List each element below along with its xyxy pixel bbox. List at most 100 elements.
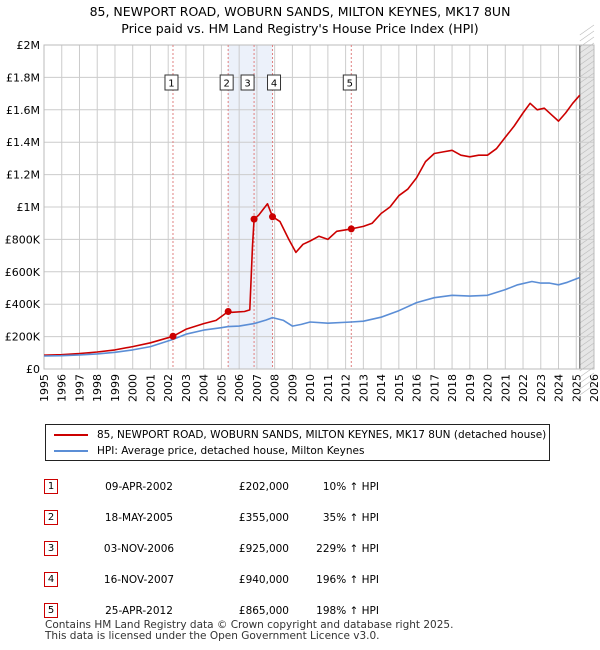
y-tick-label: £1.2M bbox=[6, 169, 40, 182]
sale-label-text: 2 bbox=[223, 79, 229, 90]
price-chart: 1 2 3 4 5 £0 £200K £400K £600K £800K £1M £1.2M £1.4… bbox=[5, 24, 600, 402]
sale-hpi-cell: 198% ↑ HPI bbox=[316, 604, 379, 617]
forecast-hatch bbox=[579, 228, 595, 240]
sale-label-box bbox=[219, 74, 234, 91]
x-tick-label: 2020 bbox=[482, 374, 495, 402]
sale-point bbox=[347, 225, 355, 233]
sale-number-badge: 5 bbox=[44, 603, 58, 618]
forecast-hatch bbox=[579, 54, 595, 66]
forecast-hatch bbox=[579, 240, 595, 252]
forecast-hatch bbox=[579, 300, 595, 312]
forecast-hatch bbox=[579, 384, 595, 396]
sale-number-badge: 2 bbox=[44, 510, 58, 525]
y-tick-label: £200K bbox=[5, 331, 41, 344]
table-row: 4 16-NOV-2007 £940,000 196% ↑ HPI bbox=[44, 564, 379, 595]
forecast-hatch bbox=[579, 252, 595, 264]
forecast-hatch bbox=[579, 102, 595, 114]
forecast-hatch bbox=[579, 108, 595, 120]
y-tick-label: £2M bbox=[17, 39, 41, 52]
y-axis-ticks: £0 £200K £400K £600K £800K £1M £1.2M £1.4M £1.6M… bbox=[5, 39, 41, 376]
footer-line-2: This data is licensed under the Open Gov… bbox=[45, 630, 380, 642]
forecast-hatch bbox=[579, 306, 595, 318]
x-tick-label: 2015 bbox=[393, 374, 406, 402]
sale-date-cell: 09-APR-2002 bbox=[105, 480, 173, 493]
forecast-hatch bbox=[579, 354, 595, 366]
sale-number-cell: 3 bbox=[44, 533, 84, 564]
x-tick-label: 2004 bbox=[198, 374, 211, 402]
forecast-hatch bbox=[579, 168, 595, 180]
sale-label-text: 5 bbox=[347, 79, 353, 90]
forecast-hatch bbox=[579, 72, 595, 84]
x-tick-label: 2011 bbox=[322, 374, 335, 402]
forecast-hatch bbox=[579, 156, 595, 168]
forecast-hatch bbox=[579, 24, 595, 36]
sale-label-box bbox=[342, 74, 357, 91]
forecast-hatch bbox=[579, 30, 595, 42]
x-tick-label: 1997 bbox=[73, 374, 86, 402]
x-tick-label: 2025 bbox=[570, 374, 583, 402]
forecast-hatch bbox=[579, 186, 595, 198]
forecast-hatch bbox=[579, 180, 595, 192]
forecast-hatch bbox=[579, 48, 595, 60]
x-tick-label: 2000 bbox=[127, 374, 140, 402]
forecast-hatch bbox=[579, 90, 595, 102]
sale-number-cell: 1 bbox=[44, 471, 84, 502]
forecast-hatch bbox=[579, 276, 595, 288]
forecast-hatch bbox=[579, 336, 595, 348]
x-tick-label: 2023 bbox=[535, 374, 548, 402]
footer: Contains HM Land Registry data © Crown c… bbox=[45, 620, 453, 642]
forecast-hatch bbox=[579, 96, 595, 108]
legend-label-property: 85, NEWPORT ROAD, WOBURN SANDS, MILTON K… bbox=[97, 429, 547, 441]
x-axis-ticks: 1995 1996 1997 1998 1999 2000 2001 2002 2003 2004… bbox=[38, 374, 600, 402]
sale-price-cell: £865,000 bbox=[238, 604, 289, 617]
x-tick-label: 2009 bbox=[286, 374, 299, 402]
forecast-hatch bbox=[579, 234, 595, 246]
forecast-hatch bbox=[579, 258, 595, 270]
title-line-1: 85, NEWPORT ROAD, WOBURN SANDS, MILTON K… bbox=[89, 4, 511, 19]
sale-label-box bbox=[240, 74, 255, 91]
y-tick-label: £1.6M bbox=[6, 104, 40, 117]
sale-number-cell: 2 bbox=[44, 502, 84, 533]
forecast-hatch bbox=[579, 222, 595, 234]
forecast-hatch bbox=[579, 318, 595, 330]
forecast-hatch bbox=[579, 192, 595, 204]
x-tick-label: 2016 bbox=[411, 374, 424, 402]
forecast-hatch bbox=[579, 84, 595, 96]
sale-date-cell: 03-NOV-2006 bbox=[103, 542, 175, 555]
forecast-hatch bbox=[579, 246, 595, 258]
forecast-hatch bbox=[579, 264, 595, 276]
series-line-property bbox=[43, 94, 581, 356]
forecast-hatch bbox=[579, 126, 595, 138]
x-tick-label: 2002 bbox=[162, 374, 175, 402]
x-tick-label: 1995 bbox=[38, 374, 51, 402]
x-tick-label: 2014 bbox=[375, 374, 388, 402]
forecast-hatch bbox=[579, 114, 595, 126]
y-tick-label: £1M bbox=[17, 201, 41, 214]
sale-price-cell: £925,000 bbox=[238, 542, 289, 555]
y-tick-label: £800K bbox=[5, 233, 41, 246]
sale-label-text: 4 bbox=[271, 79, 277, 90]
sale-price-cell: £940,000 bbox=[238, 573, 289, 586]
x-tick-label: 2019 bbox=[464, 374, 477, 402]
x-tick-label: 2024 bbox=[553, 374, 566, 402]
table-row: 2 18-MAY-2005 £355,000 35% ↑ HPI bbox=[44, 502, 379, 533]
sale-hpi-cell: 35% ↑ HPI bbox=[322, 511, 379, 524]
sale-date-cell: 25-APR-2012 bbox=[105, 604, 173, 617]
forecast-hatch bbox=[579, 150, 595, 162]
forecast-hatch bbox=[579, 78, 595, 90]
forecast-hatch bbox=[579, 288, 595, 300]
x-tick-label: 2007 bbox=[251, 374, 264, 402]
x-tick-label: 1996 bbox=[56, 374, 69, 402]
sale-price-cell: £202,000 bbox=[238, 480, 289, 493]
forecast-hatch bbox=[579, 324, 595, 336]
sale-point bbox=[269, 213, 277, 221]
sale-label-text: 1 bbox=[168, 79, 174, 90]
x-tick-label: 2008 bbox=[269, 374, 282, 402]
forecast-hatch bbox=[579, 66, 595, 78]
legend-label-hpi: HPI: Average price, detached house, Milt… bbox=[97, 445, 365, 457]
x-tick-label: 2018 bbox=[446, 374, 459, 402]
forecast-hatch bbox=[579, 210, 595, 222]
sale-hpi-cell: 229% ↑ HPI bbox=[316, 542, 379, 555]
forecast-hatch bbox=[579, 138, 595, 150]
forecast-hatch bbox=[579, 270, 595, 282]
